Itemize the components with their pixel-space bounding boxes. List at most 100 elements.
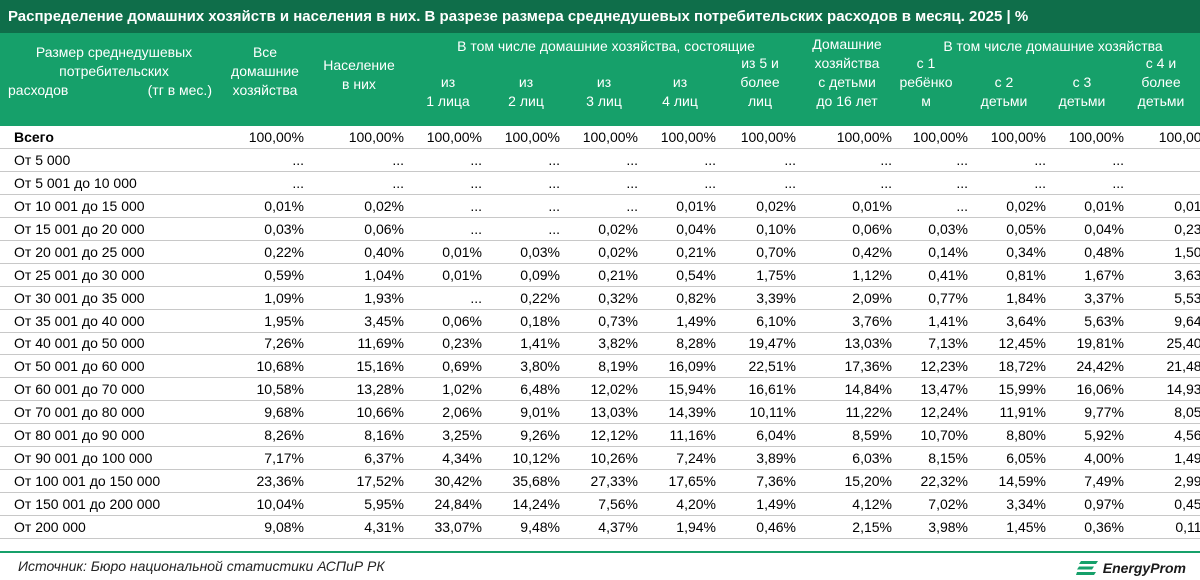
table-cell: 11,22% (802, 400, 898, 425)
table-cell: 25,40% (1130, 332, 1200, 356)
table-row: От 5 000................................… (0, 148, 1200, 173)
table-cell: ... (566, 171, 644, 196)
header-line: потребительских (59, 63, 169, 79)
table-cell: 11,16% (644, 423, 722, 447)
table-cell: 1,41% (898, 309, 974, 333)
table-cell: 0,01% (410, 240, 488, 264)
table-cell: ... (566, 148, 644, 173)
row-label: От 35 001 до 40 000 (0, 309, 222, 333)
table-cell: 10,70% (898, 423, 974, 447)
table-cell: 16,61% (722, 377, 802, 402)
table-cell: 3,34% (974, 492, 1052, 516)
table-cell: 4,34% (410, 446, 488, 470)
table-cell: 2,15% (802, 515, 898, 539)
table-cell: 0,02% (722, 194, 802, 219)
table-cell: 2,99% (1130, 469, 1200, 493)
row-label: От 20 001 до 25 000 (0, 240, 222, 264)
table-cell: 100,00% (488, 126, 566, 150)
table-cell: 0,02% (566, 240, 644, 264)
table-cell: 0,23% (1130, 217, 1200, 241)
table-cell: 3,45% (310, 309, 410, 333)
table-row: От 150 001 до 200 000 10,04% 5,95% 24,84% 14… (0, 492, 1200, 516)
table-cell: 100,00% (974, 126, 1052, 150)
table-cell: 14,24% (488, 492, 566, 516)
header-line: 1 лица (426, 93, 470, 109)
footer: Источник: Бюро национальной статистики А… (0, 551, 1200, 580)
table-cell: ... (488, 217, 566, 241)
table-row: От 25 001 до 30 000 0,59% 1,04% 0,01% 0,09% 0… (0, 263, 1200, 287)
table-cell: 10,58% (222, 377, 310, 402)
row-label: От 5 001 до 10 000 (0, 171, 222, 196)
header-line: до 16 лет (816, 93, 878, 109)
table-cell: ... (310, 148, 410, 173)
header-line: более (1141, 74, 1181, 90)
table-cell: 13,28% (310, 377, 410, 402)
table-cell: ... (644, 148, 722, 173)
row-label: Всего (0, 126, 222, 150)
table-cell: 30,42% (410, 469, 488, 493)
row-label: От 30 001 до 35 000 (0, 286, 222, 310)
header-line: ребёнко (899, 74, 953, 90)
table-cell: 11,69% (310, 332, 410, 356)
table-row: От 20 001 до 25 000 0,22% 0,40% 0,01% 0,03% 0… (0, 240, 1200, 264)
header-line: домашние (231, 63, 299, 79)
data-table: Всего 100,00% 100,00% 100,00% 100,00% 100,00%… (0, 126, 1200, 539)
table-cell: 35,68% (488, 469, 566, 493)
table-cell: 0,22% (488, 286, 566, 310)
header-line: с детьми (818, 74, 876, 90)
table-cell: 17,65% (644, 469, 722, 493)
header-col-households-with-children: Домашние хозяйства с детьми до 16 лет (800, 35, 894, 111)
header-line: детьми (1058, 93, 1106, 109)
row-label: От 10 001 до 15 000 (0, 194, 222, 219)
table-cell: 4,56% (1130, 423, 1200, 447)
header-line: с 3 (1072, 74, 1092, 90)
table-row: От 10 001 до 15 000 0,01% 0,02%......... 0,… (0, 194, 1200, 219)
table-cell: 12,12% (566, 423, 644, 447)
table-cell: 12,02% (566, 377, 644, 402)
table-cell: 0,41% (898, 263, 974, 287)
table-cell: ... (410, 171, 488, 196)
header-line: из (596, 74, 612, 90)
table-cell: ... (410, 148, 488, 173)
table-cell: 5,53% (1130, 286, 1200, 310)
table-row: От 100 001 до 150 000 23,36% 17,52% 30,42% 3… (0, 469, 1200, 493)
header-line: с 1 (916, 55, 936, 71)
table-cell: 0,05% (974, 217, 1052, 241)
logo-text: EnergyProm (1102, 560, 1186, 576)
table-cell: ... (898, 194, 974, 219)
table-cell: ... (1130, 148, 1200, 173)
table-cell: 1,49% (722, 492, 802, 516)
table-cell: 0,01% (802, 194, 898, 219)
table-cell: 7,13% (898, 332, 974, 356)
table-cell: 1,93% (310, 286, 410, 310)
header-line: Домашние (812, 36, 882, 52)
table-cell: 8,26% (222, 423, 310, 447)
row-label: От 90 001 до 100 000 (0, 446, 222, 470)
table-cell: 22,32% (898, 469, 974, 493)
table-cell: ... (310, 171, 410, 196)
table-cell: 6,37% (310, 446, 410, 470)
table-cell: ... (898, 148, 974, 173)
table-cell: 0,14% (898, 240, 974, 264)
table-row: От 60 001 до 70 000 10,58% 13,28% 1,02% 6,48… (0, 377, 1200, 402)
header-line: 4 лиц (662, 93, 698, 109)
table-cell: 5,63% (1052, 309, 1130, 333)
header-group-household-size: В том числе домашние хозяйства, состоящи… (457, 38, 755, 54)
header-col-2-persons: из 2 лиц (488, 73, 564, 111)
table-cell: 1,41% (488, 332, 566, 356)
table-cell: 4,12% (802, 492, 898, 516)
header-line: Размер среднедушевых (35, 44, 193, 60)
table-cell: 15,94% (644, 377, 722, 402)
table-cell: 3,98% (898, 515, 974, 539)
table-cell: 7,49% (1052, 469, 1130, 493)
table-row: От 90 001 до 100 000 7,17% 6,37% 4,34% 10,12… (0, 446, 1200, 470)
table-cell: 0,59% (222, 263, 310, 287)
table-cell: 0,01% (222, 194, 310, 219)
table-cell: ... (974, 148, 1052, 173)
table-cell: 8,80% (974, 423, 1052, 447)
table-row: От 15 001 до 20 000 0,03% 0,06%...... 0,02%… (0, 217, 1200, 241)
table-cell: 1,09% (222, 286, 310, 310)
table-cell: 0,11% (1130, 515, 1200, 539)
table-cell: 100,00% (898, 126, 974, 150)
header-line: более (740, 74, 780, 90)
